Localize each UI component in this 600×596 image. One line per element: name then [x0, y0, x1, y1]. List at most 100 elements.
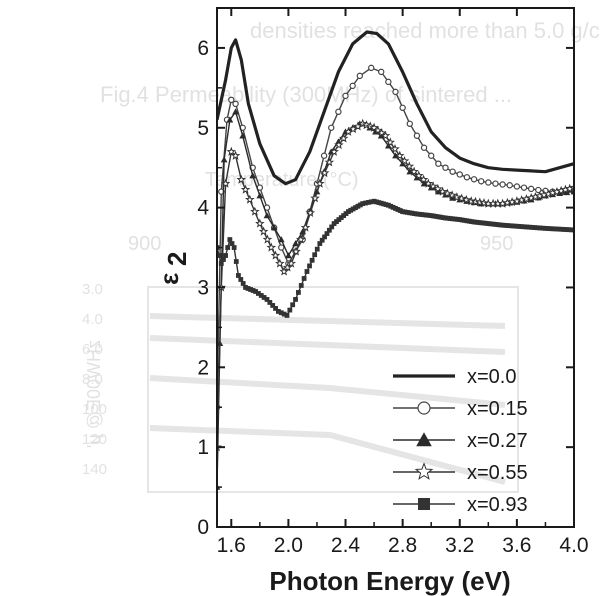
series-4-point-6 — [227, 237, 233, 242]
bleed-left-tick-4: 100 — [82, 401, 107, 418]
series-4-point-140 — [563, 227, 569, 232]
series-4-point-124 — [521, 224, 527, 230]
y-tick-label-2: 2 — [197, 356, 209, 379]
series-3-point-41 — [394, 150, 405, 160]
legend-marker-4 — [418, 498, 430, 510]
series-4-point-8 — [231, 245, 237, 250]
series-3-point-9 — [255, 218, 265, 228]
series-4-point-12 — [240, 281, 246, 286]
y-tick-label-6: 6 — [197, 37, 209, 60]
bleed-frame — [147, 286, 519, 493]
series-3-point-57 — [470, 196, 481, 206]
series-2-point-10 — [277, 236, 285, 243]
series-4-point-18 — [256, 291, 261, 296]
y-axis-title: ε 2 — [154, 252, 192, 285]
bleed-line-2 — [149, 335, 506, 355]
series-1-point-43 — [520, 184, 528, 191]
bleed-line-1 — [149, 313, 506, 329]
series-4-point-22 — [267, 300, 273, 305]
series-1-point-27 — [406, 120, 413, 127]
series-3-point-27 — [334, 140, 344, 150]
series-4-point-38 — [312, 252, 318, 258]
series-3-point-20 — [300, 222, 311, 232]
legend-entry-0: x=0.0 — [393, 366, 516, 388]
series-1-point-40 — [499, 181, 506, 188]
series-4-point-44 — [326, 227, 332, 233]
series-2-point-11 — [285, 252, 292, 259]
series-2-point-7 — [256, 192, 264, 199]
series-3-point-39 — [385, 137, 395, 147]
x-tick-label-5: 3.6 — [502, 534, 531, 557]
y-tick-label-1: 1 — [197, 436, 209, 459]
bleed-caption-text: Fig.4 Permeability (300MHz) of sintered … — [100, 82, 512, 107]
series-4-point-138 — [558, 226, 564, 232]
series-3-point-26 — [329, 146, 339, 156]
legend: x=0.0 x=0.15 x=0.27 x=0.55 x=0.93 — [393, 366, 528, 516]
legend-label-2: x=0.27 — [467, 430, 528, 452]
series-3-point-46 — [418, 174, 429, 184]
series-3-point-47 — [423, 178, 434, 188]
series-3-point-56 — [466, 196, 476, 206]
series-3-point-52 — [447, 190, 457, 200]
series-1-point-30 — [428, 152, 435, 159]
bleed-left-tick-5: 120 — [82, 431, 107, 448]
series-1-point-29 — [420, 144, 428, 151]
legend-entry-3: x=0.55 — [393, 462, 528, 484]
series-4-point-41 — [319, 237, 325, 243]
series-3-point-49 — [433, 183, 443, 194]
series-2-point-4 — [232, 108, 239, 115]
bleed-left-ticks: 3.0 4.0 6.0 8.0 100 120 140 — [82, 281, 107, 478]
legend-label-4: x=0.93 — [467, 494, 528, 516]
series-3-point-11 — [262, 234, 273, 244]
bleed-left-tick-6: 140 — [82, 461, 107, 478]
axes: 1.6 2.0 2.4 2.8 3.2 3.6 4.0 0 1 2 3 4 5 6 — [197, 7, 589, 557]
series-3-point-13 — [270, 250, 281, 260]
plot-area — [217, 30, 574, 490]
legend-marker-2 — [416, 432, 432, 447]
series-2-point-5 — [239, 132, 247, 139]
series-1-point-25 — [392, 88, 399, 96]
series-4-point-1 — [217, 253, 222, 258]
series-1-point-18 — [335, 108, 342, 116]
legend-marker-3 — [414, 462, 434, 480]
x-tick-label-2: 2.4 — [331, 534, 361, 557]
series-4-point-14 — [245, 286, 251, 291]
legend-label-3: x=0.55 — [467, 462, 528, 484]
series-1-point-33 — [449, 168, 456, 175]
series-4-point-31 — [293, 297, 298, 302]
series-1-point-45 — [535, 186, 542, 194]
series-4-point-127 — [529, 224, 535, 230]
series-4-point-116 — [500, 222, 505, 228]
series-3-point-25 — [324, 157, 335, 167]
series-3-point-54 — [456, 193, 467, 203]
series-3-point-15 — [279, 266, 289, 276]
series-4-point-36 — [307, 263, 312, 269]
series-4-point-35 — [304, 269, 310, 274]
x-tick-label-4: 3.2 — [445, 534, 474, 557]
x-tick-label-3: 2.8 — [388, 534, 417, 557]
bleed-tick-2: 950 — [480, 233, 513, 255]
series-3-point-59 — [479, 198, 489, 208]
series-line-0 — [217, 30, 574, 186]
series-4-point-40 — [317, 241, 323, 246]
series-1-point-26 — [399, 104, 406, 112]
series-3-point-3 — [226, 146, 237, 156]
series-3-point-22 — [310, 193, 320, 203]
series-1 — [217, 64, 574, 411]
series-3-point-8 — [250, 206, 260, 216]
series-1-point-32 — [442, 164, 449, 171]
series-4-point-117 — [502, 222, 508, 228]
series-1-point-44 — [527, 185, 535, 193]
x-tick-label-1: 2.0 — [274, 534, 303, 557]
series-4-point-118 — [505, 223, 511, 228]
bleed-tick-1: 900 — [128, 233, 161, 255]
series-1-point-22 — [368, 64, 375, 72]
series-3-point-4 — [230, 150, 241, 160]
series-2-point-2 — [220, 156, 228, 163]
series-4-point-134 — [548, 226, 554, 232]
legend-entry-4: x=0.93 — [393, 494, 528, 516]
bleed-left-tick-3: 8.0 — [82, 371, 103, 388]
series-1-point-35 — [463, 174, 471, 181]
bleed-left-tick-1: 4.0 — [82, 311, 103, 328]
series-1-point-41 — [506, 182, 513, 189]
